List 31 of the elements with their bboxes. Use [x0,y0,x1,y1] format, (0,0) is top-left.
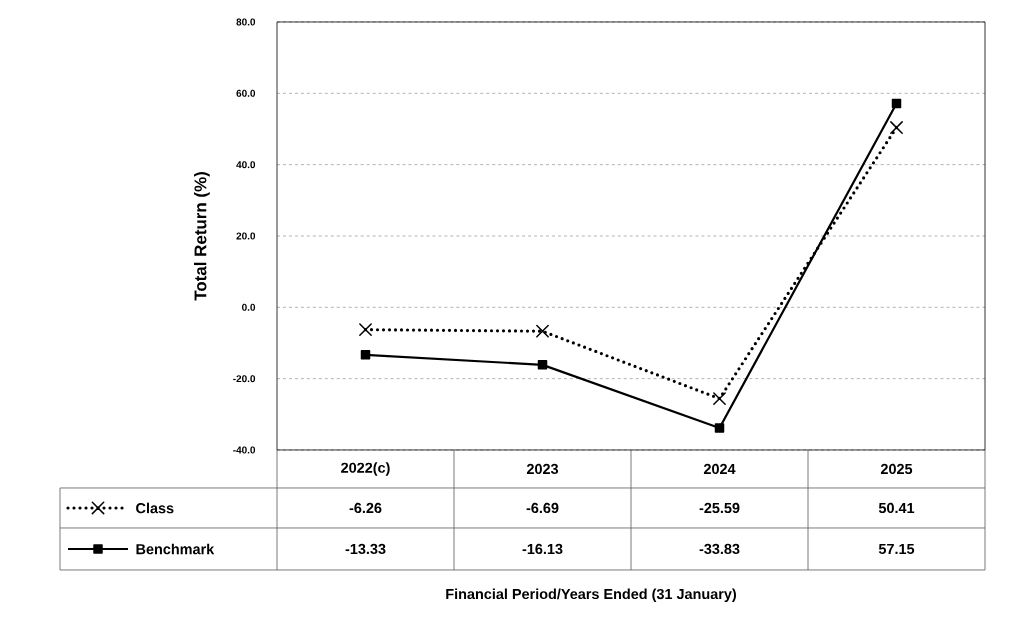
y-tick-label: -40.0 [233,446,256,454]
y-tick-label: 60.0 [236,89,256,97]
point [891,98,902,109]
y-tick-label: -20.0 [233,375,256,383]
point [359,323,372,337]
data-label: -25.59 [699,502,740,514]
data-label: -6.26 [349,502,382,514]
data-label: -6.69 [526,502,559,514]
y-axis-title: Total Return (%) [193,172,210,301]
x-tick-label: 2024 [703,463,736,475]
x-tick-label: 2023 [526,463,559,475]
y-tick-label: 0.0 [242,303,256,311]
legend-label: Class [136,502,174,514]
point [536,324,549,338]
x-tick-label: 2022(c) [341,462,390,476]
y-tick-label: 80.0 [236,18,256,26]
data-label: 57.15 [878,543,915,555]
data-label: -13.33 [345,543,386,555]
point [890,121,903,134]
data-label: -33.83 [699,543,740,555]
text: Financial Period/Years Ended (31 January) [446,588,736,602]
data-label: 50.41 [878,502,915,514]
point [713,392,726,405]
y-tick-label: 20.0 [236,232,256,240]
point [537,360,548,370]
point [714,423,725,433]
data-label: -16.13 [522,543,563,555]
x-tick-label: 2025 [880,463,913,475]
legend-label: Benchmark [136,543,215,555]
y-tick-label: 40.0 [236,161,256,169]
point [360,350,371,360]
